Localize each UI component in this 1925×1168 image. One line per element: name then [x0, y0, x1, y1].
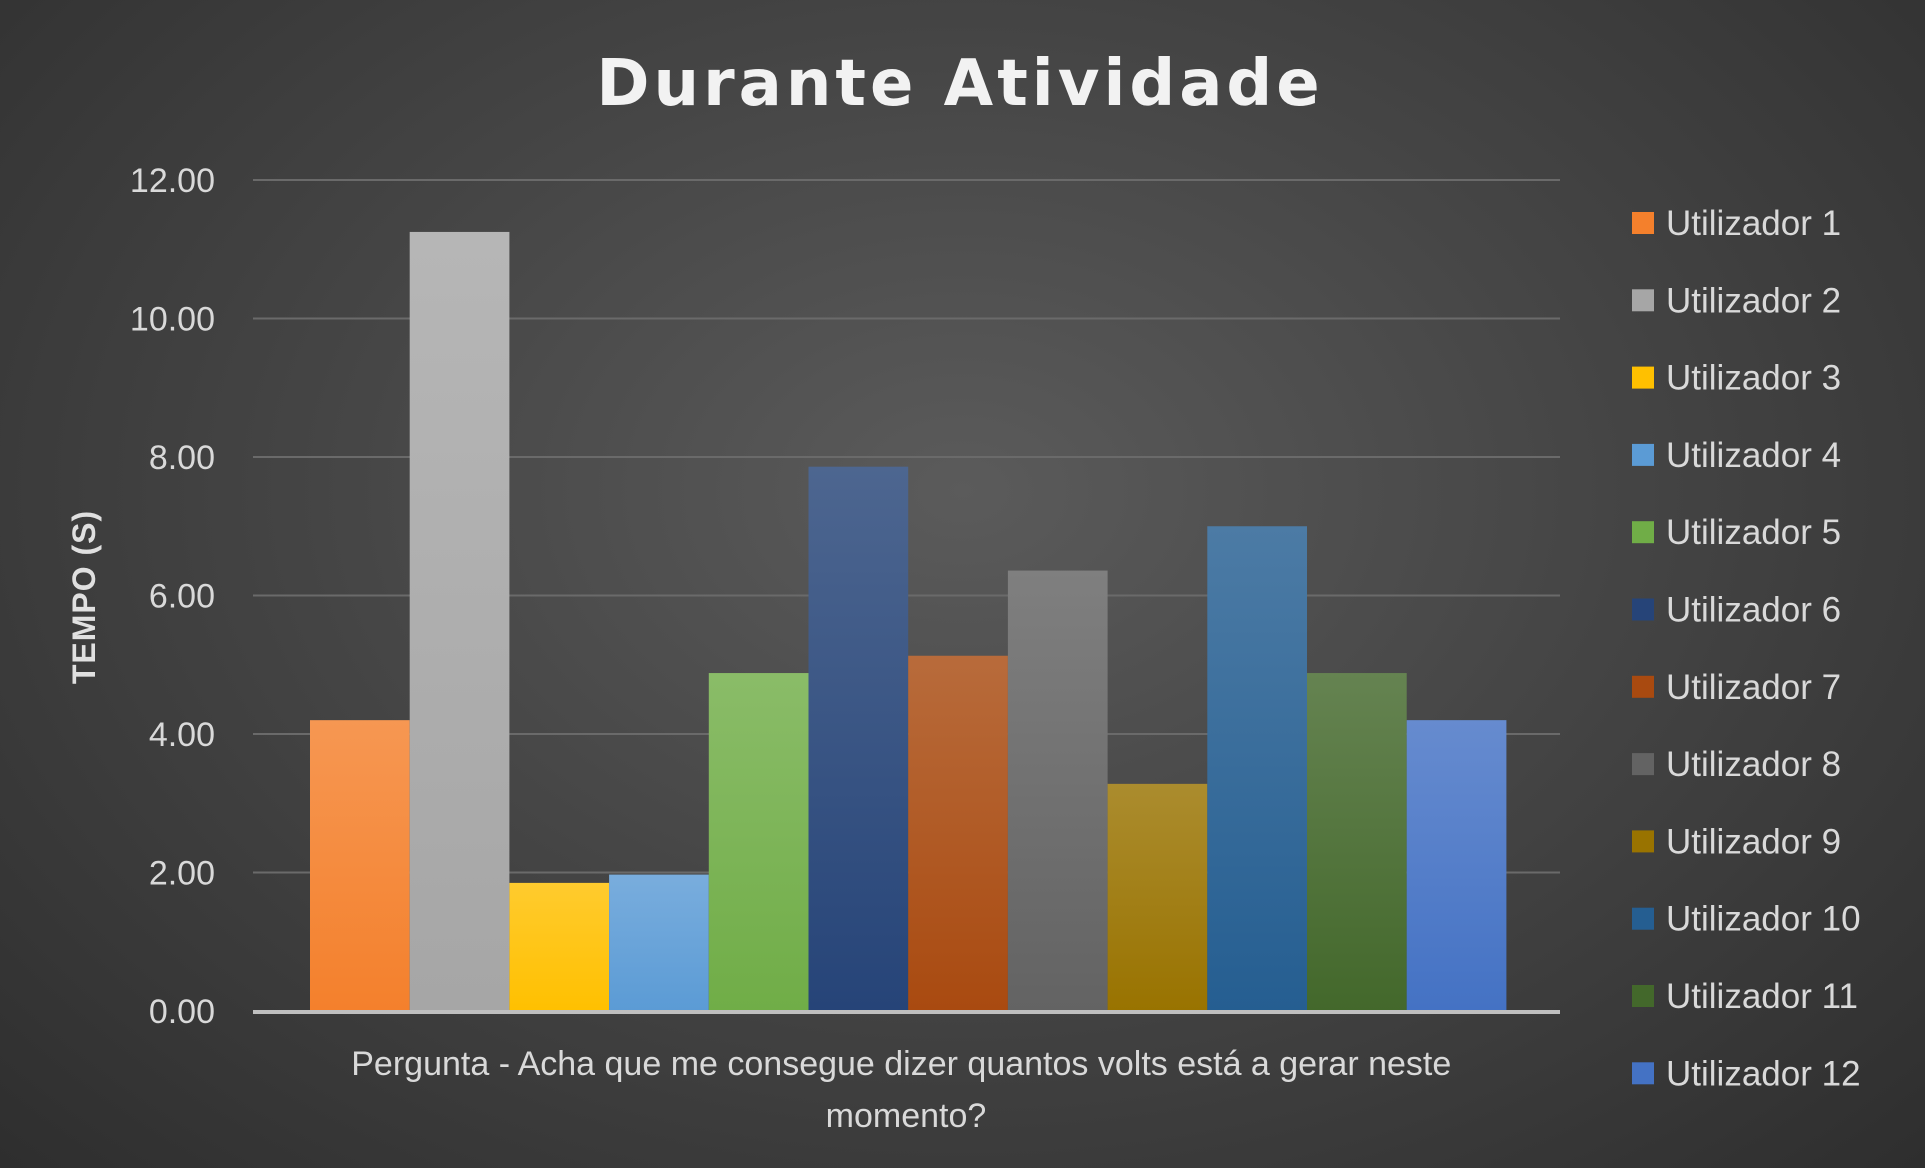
- chart-title: Durante Atividade: [596, 47, 1323, 121]
- legend-label: Utilizador 1: [1666, 204, 1841, 243]
- legend-swatch: [1632, 289, 1654, 311]
- legend-label: Utilizador 10: [1666, 900, 1861, 939]
- y-tick-label: 10.00: [130, 301, 215, 339]
- legend-swatch: [1632, 830, 1654, 852]
- y-tick-label: 8.00: [149, 439, 215, 477]
- y-tick-label: 12.00: [130, 162, 215, 200]
- bar-utilizador-4: [609, 875, 709, 1011]
- legend-label: Utilizador 2: [1666, 281, 1841, 320]
- y-tick-label: 0.00: [149, 993, 215, 1031]
- legend-swatch: [1632, 753, 1654, 775]
- legend-label: Utilizador 4: [1666, 436, 1841, 475]
- y-tick-labels: 0.00 2.00 4.00 6.00 8.00 10.00 12.00: [130, 162, 215, 1031]
- bar-utilizador-5: [709, 673, 809, 1011]
- bar-utilizador-1: [310, 720, 410, 1011]
- legend: Utilizador 1 Utilizador 2 Utilizador 3 Util…: [1632, 204, 1861, 1093]
- bar-utilizador-11: [1307, 673, 1407, 1011]
- bar-utilizador-2: [410, 232, 510, 1011]
- legend-label: Utilizador 6: [1666, 591, 1841, 630]
- legend-swatch: [1632, 676, 1654, 698]
- bar-utilizador-9: [1108, 784, 1208, 1011]
- x-category-line-1: Pergunta - Acha que me consegue dizer qu…: [351, 1045, 1451, 1083]
- y-tick-label: 4.00: [149, 716, 215, 754]
- legend-swatch: [1632, 212, 1654, 234]
- legend-label: Utilizador 7: [1666, 668, 1841, 707]
- legend-swatch: [1632, 521, 1654, 543]
- x-category-label: Pergunta - Acha que me consegue dizer qu…: [351, 1045, 1460, 1135]
- y-tick-label: 2.00: [149, 855, 215, 893]
- x-category-line-2: momento?: [826, 1097, 987, 1135]
- bar-utilizador-12: [1407, 720, 1507, 1011]
- legend-swatch: [1632, 367, 1654, 389]
- legend-label: Utilizador 3: [1666, 359, 1841, 398]
- legend-swatch: [1632, 908, 1654, 930]
- legend-swatch: [1632, 599, 1654, 621]
- y-tick-label: 6.00: [149, 578, 215, 616]
- legend-label: Utilizador 12: [1666, 1054, 1861, 1093]
- legend-label: Utilizador 5: [1666, 513, 1841, 552]
- bars: [310, 232, 1506, 1011]
- bar-utilizador-6: [809, 467, 909, 1011]
- legend-label: Utilizador 8: [1666, 745, 1841, 784]
- bar-utilizador-10: [1207, 526, 1307, 1011]
- legend-swatch: [1632, 1062, 1654, 1084]
- legend-swatch: [1632, 444, 1654, 466]
- y-axis-label: TEMPO (S): [66, 510, 102, 684]
- bar-utilizador-8: [1008, 571, 1108, 1011]
- legend-swatch: [1632, 985, 1654, 1007]
- legend-label: Utilizador 9: [1666, 822, 1841, 861]
- legend-label: Utilizador 11: [1666, 977, 1858, 1016]
- bar-utilizador-3: [509, 883, 609, 1011]
- bar-utilizador-7: [908, 656, 1008, 1011]
